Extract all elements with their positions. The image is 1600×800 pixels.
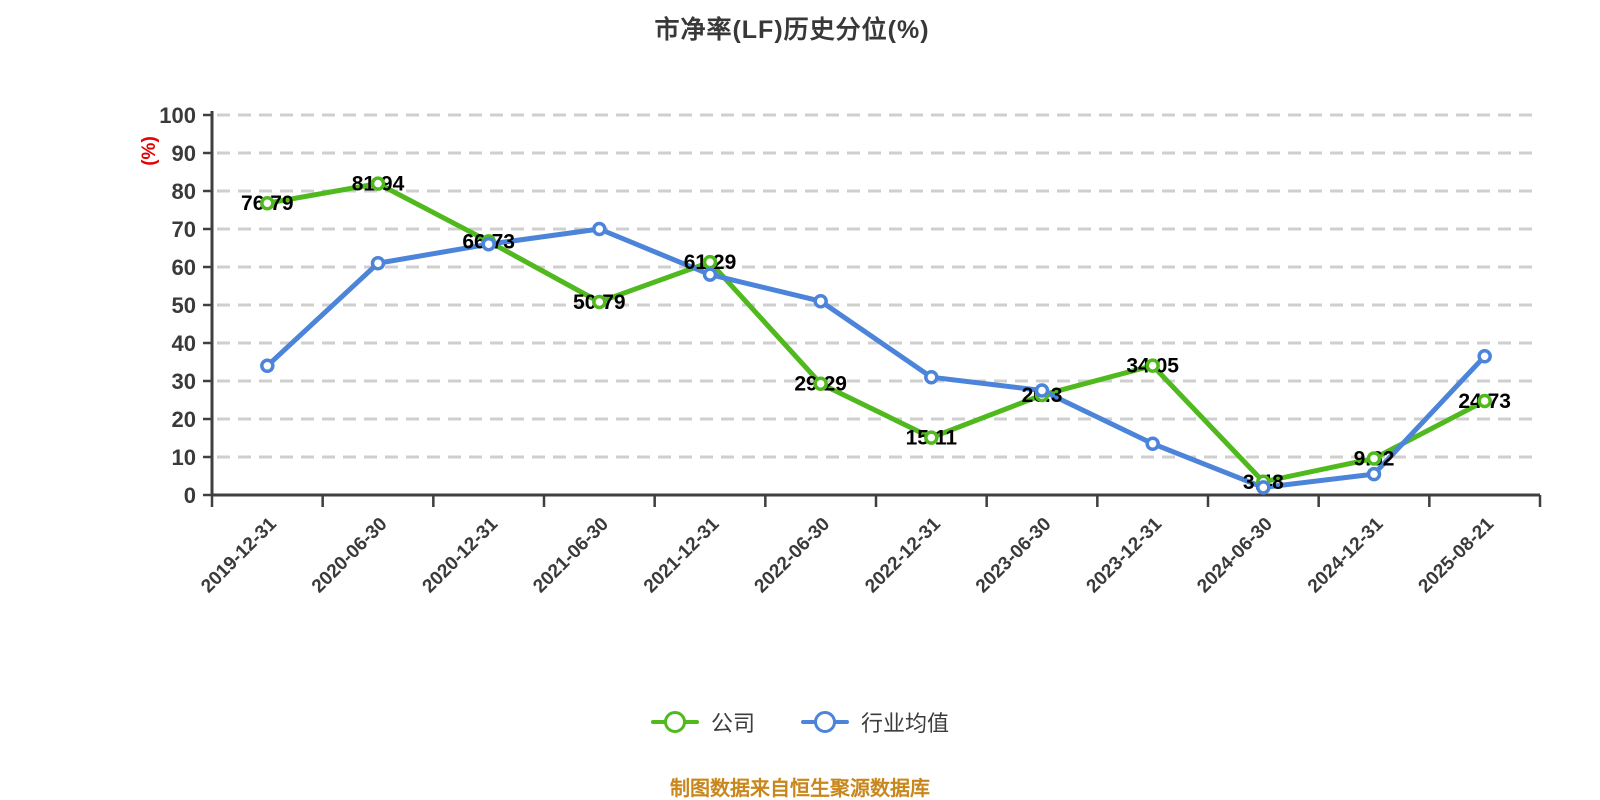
chart-title: 市净率(LF)历史分位(%): [654, 16, 930, 44]
line-chart-svg: 0 10 20 30 40 50 60 70 80 90 100 2019-12-31 2020-06-…: [159, 103, 1542, 598]
svg-text:2019-12-31: 2019-12-31: [197, 513, 281, 597]
svg-text:80: 80: [172, 179, 196, 204]
chart-legend: 公司 行业均值: [0, 706, 1600, 738]
industry-line-marker-icon: [801, 710, 849, 734]
svg-text:2025-08-21: 2025-08-21: [1415, 513, 1499, 597]
legend-item-industry-average[interactable]: 行业均值: [801, 706, 949, 738]
y-axis-ticks: 0 10 20 30 40 50 60 70 80 90 100: [159, 103, 212, 508]
svg-text:40: 40: [172, 331, 196, 356]
axes: [210, 111, 1540, 497]
svg-text:10: 10: [172, 445, 196, 470]
svg-text:2022-06-30: 2022-06-30: [751, 514, 835, 598]
svg-text:100: 100: [159, 103, 196, 128]
svg-text:2021-12-31: 2021-12-31: [640, 513, 724, 597]
legend-label-company: 公司: [710, 711, 755, 736]
svg-text:20: 20: [172, 407, 196, 432]
data-source-note: 制图数据来自恒生聚源数据库: [670, 778, 930, 800]
svg-text:2021-06-30: 2021-06-30: [529, 514, 613, 598]
gridlines: [217, 113, 1540, 459]
svg-text:2020-06-30: 2020-06-30: [308, 514, 392, 598]
svg-text:2023-06-30: 2023-06-30: [972, 514, 1056, 598]
company-line-marker-icon: [650, 710, 699, 734]
legend-label-industry-average: 行业均值: [861, 711, 950, 736]
svg-text:2023-12-31: 2023-12-31: [1083, 513, 1167, 597]
svg-text:0: 0: [184, 483, 196, 508]
svg-text:2024-06-30: 2024-06-30: [1193, 514, 1277, 598]
x-axis-ticks: 2019-12-31 2020-06-30 2020-12-31 2021-06-30…: [197, 495, 1542, 598]
series-markers-0: [260, 176, 1492, 490]
series-line-0: [264, 181, 1488, 485]
legend-item-company[interactable]: 公司: [650, 706, 755, 738]
svg-text:30: 30: [172, 369, 196, 394]
svg-text:2020-12-31: 2020-12-31: [419, 513, 503, 597]
series-data-labels-0: 76.7981.9466.7350.7961.2929.2915.1126.33…: [241, 173, 1511, 494]
svg-text:90: 90: [172, 141, 196, 166]
svg-text:60: 60: [172, 255, 196, 280]
series-line-1: [264, 226, 1488, 490]
svg-text:2022-12-31: 2022-12-31: [861, 513, 945, 597]
svg-text:50: 50: [172, 293, 196, 318]
svg-text:70: 70: [172, 217, 196, 242]
chart-plot-area: 0 10 20 30 40 50 60 70 80 90 100 2019-12-31 2020-06-…: [159, 103, 1542, 598]
series-markers-1: [260, 221, 1492, 495]
svg-text:2024-12-31: 2024-12-31: [1304, 513, 1388, 597]
